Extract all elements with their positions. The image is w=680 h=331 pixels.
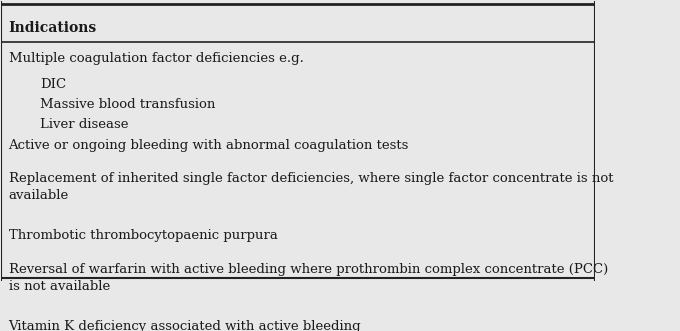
Text: Multiple coagulation factor deficiencies e.g.: Multiple coagulation factor deficiencies… <box>9 52 303 65</box>
Text: Vitamin K deficiency associated with active bleeding: Vitamin K deficiency associated with act… <box>9 320 361 331</box>
Text: Indications: Indications <box>9 21 97 35</box>
Text: Active or ongoing bleeding with abnormal coagulation tests: Active or ongoing bleeding with abnormal… <box>9 138 409 152</box>
Text: Thrombotic thrombocytopaenic purpura: Thrombotic thrombocytopaenic purpura <box>9 229 277 242</box>
Text: Liver disease: Liver disease <box>40 118 129 131</box>
Text: Replacement of inherited single factor deficiencies, where single factor concent: Replacement of inherited single factor d… <box>9 172 613 202</box>
Text: DIC: DIC <box>40 78 66 91</box>
Text: Massive blood transfusion: Massive blood transfusion <box>40 98 216 111</box>
Text: Reversal of warfarin with active bleeding where prothrombin complex concentrate : Reversal of warfarin with active bleedin… <box>9 263 608 293</box>
